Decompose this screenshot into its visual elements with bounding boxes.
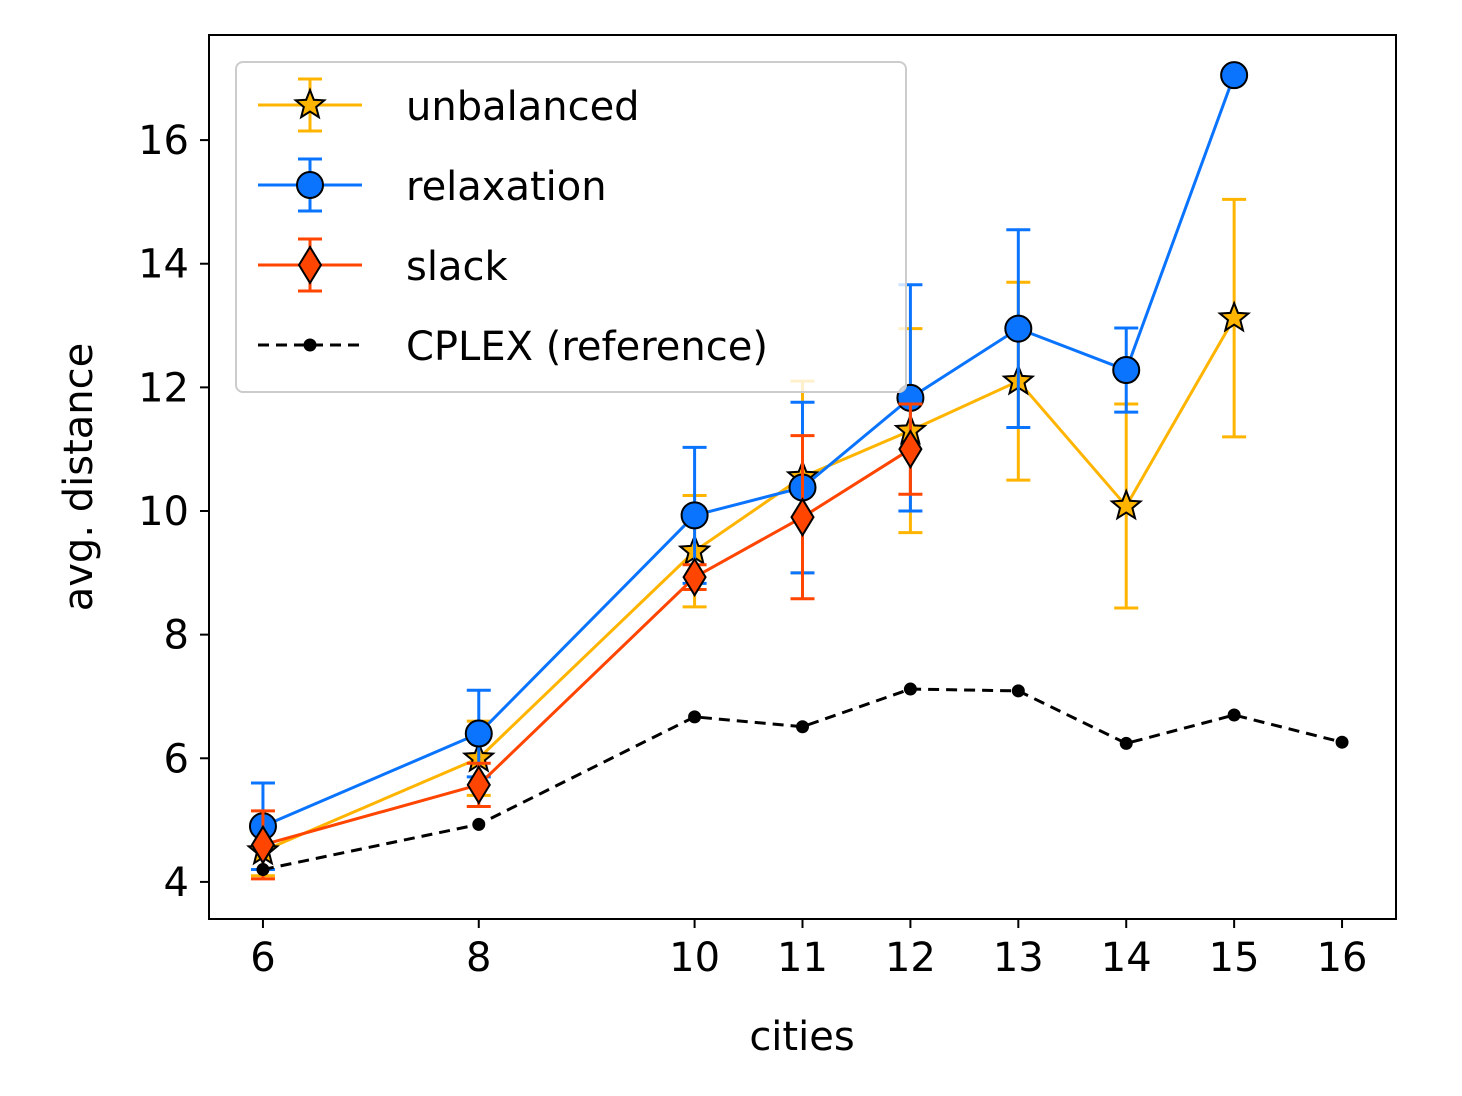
y-tick-label: 6 xyxy=(164,736,189,782)
data-point xyxy=(1220,61,1249,90)
x-tick-label: 13 xyxy=(993,935,1044,981)
data-point xyxy=(466,764,491,805)
series-line xyxy=(262,317,1236,853)
x-tick-label: 8 xyxy=(466,935,491,981)
x-tick-label: 15 xyxy=(1209,935,1260,981)
legend-marker xyxy=(303,338,317,352)
legend-entry: relaxation xyxy=(258,157,607,213)
series-cplex-reference xyxy=(256,682,1349,877)
x-tick-label: 10 xyxy=(669,935,720,981)
y-tick-label: 10 xyxy=(138,489,189,535)
x-tick-label: 11 xyxy=(777,935,828,981)
data-point xyxy=(250,824,276,865)
y-tick-label: 16 xyxy=(138,118,189,164)
legend-marker xyxy=(296,171,324,199)
legend-label: relaxation xyxy=(406,164,607,210)
legend-marker xyxy=(293,87,327,120)
data-point xyxy=(472,817,486,831)
x-tick-label: 16 xyxy=(1317,935,1368,981)
data-point xyxy=(1011,684,1025,698)
data-point xyxy=(682,557,707,598)
data-point xyxy=(1119,736,1133,750)
y-tick-label: 8 xyxy=(164,613,189,659)
data-point xyxy=(790,497,815,538)
legend-entry: unbalanced xyxy=(258,77,640,133)
legend-entry: CPLEX (reference) xyxy=(258,324,768,370)
x-axis-title: cities xyxy=(749,1014,854,1060)
data-point xyxy=(1112,356,1141,385)
y-axis-title: avg. distance xyxy=(56,343,102,612)
data-point xyxy=(680,501,709,530)
data-point xyxy=(464,719,493,748)
data-point xyxy=(1109,488,1144,521)
legend: unbalanced relaxation slack CPLEX (referenc… xyxy=(235,61,907,393)
x-tick-label: 6 xyxy=(250,935,275,981)
legend-marker xyxy=(297,245,323,285)
x-tick-label: 14 xyxy=(1101,935,1152,981)
legend-label: CPLEX (reference) xyxy=(406,324,768,370)
data-point xyxy=(1004,314,1033,343)
data-point xyxy=(688,710,702,724)
y-tick-label: 14 xyxy=(138,242,189,288)
legend-label: slack xyxy=(406,244,508,290)
x-axis: 6 8 10 11 12 13 14 15 16 xyxy=(250,919,1367,981)
plot-area xyxy=(246,61,1349,881)
legend-label: unbalanced xyxy=(406,84,640,130)
x-tick-label: 12 xyxy=(885,935,936,981)
data-point xyxy=(1227,708,1241,722)
y-tick-label: 4 xyxy=(164,860,189,906)
series-slack xyxy=(250,402,923,881)
y-axis: 4 6 8 10 12 14 16 xyxy=(138,118,209,906)
y-tick-label: 12 xyxy=(138,365,189,411)
data-point xyxy=(1335,735,1349,749)
series-line xyxy=(262,74,1236,828)
legend-entry: slack xyxy=(258,237,508,293)
data-point xyxy=(796,720,809,734)
data-point xyxy=(1217,300,1252,333)
data-point xyxy=(898,429,923,470)
data-point xyxy=(256,863,270,877)
legend-box xyxy=(235,61,907,393)
data-point xyxy=(903,682,917,696)
